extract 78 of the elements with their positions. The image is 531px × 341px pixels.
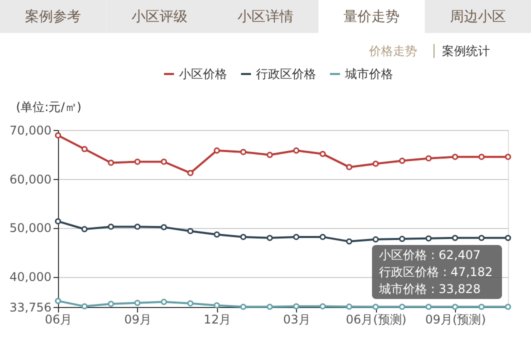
y-axis-title: (单位:元/㎡)	[16, 100, 82, 114]
point	[54, 298, 62, 304]
y-tick-label: 33,756	[10, 300, 52, 314]
point	[425, 155, 432, 162]
point	[320, 303, 326, 310]
point	[160, 224, 167, 230]
point	[425, 235, 432, 242]
text: 小区详情	[238, 9, 294, 25]
text: 周边小区	[450, 9, 506, 25]
point	[320, 150, 326, 158]
point	[54, 218, 62, 224]
point	[293, 303, 300, 310]
annotation: 小区价格 : 62,407	[379, 248, 481, 262]
point	[266, 304, 273, 310]
point	[293, 234, 300, 240]
point	[504, 304, 512, 310]
annotation: 行政区价格 : 47,182	[379, 265, 493, 279]
point	[346, 304, 352, 310]
y-tick-label: 60,000	[10, 172, 52, 186]
text: 案例统计	[442, 44, 490, 58]
point	[214, 231, 220, 238]
point	[478, 304, 485, 310]
point	[187, 300, 194, 306]
point	[108, 160, 114, 166]
legend-label: 小区价格	[179, 67, 227, 81]
x-tick-label: 06月(预测)	[346, 312, 406, 326]
point	[399, 304, 406, 310]
point	[134, 300, 141, 306]
point	[214, 147, 220, 154]
point	[452, 304, 458, 310]
y-tick-label: 40,000	[10, 270, 52, 284]
point	[399, 158, 406, 164]
point	[108, 224, 114, 230]
point	[187, 170, 194, 176]
point	[160, 158, 167, 165]
y-tick-label: 70,000	[10, 124, 52, 138]
point	[81, 303, 88, 310]
point	[399, 236, 406, 242]
text: 案例参考	[25, 8, 82, 25]
legend-label: 城市价格	[344, 67, 393, 81]
point	[504, 154, 512, 160]
annotation: 城市价格 : 33,828	[378, 282, 481, 296]
point	[346, 238, 352, 245]
point	[81, 146, 88, 152]
point	[240, 304, 246, 310]
x-tick-label: 12月	[204, 312, 231, 326]
point	[240, 234, 246, 240]
point	[187, 228, 194, 234]
point	[134, 158, 141, 165]
point	[346, 164, 352, 170]
text: 小区评级	[131, 9, 188, 25]
point	[372, 304, 379, 310]
point	[452, 234, 458, 242]
point	[293, 147, 300, 154]
point	[478, 234, 485, 242]
x-tick-label: 09月(预测)	[425, 312, 486, 326]
point	[320, 234, 326, 240]
legend-label: 行政区价格	[256, 67, 316, 81]
point	[452, 154, 458, 160]
point	[372, 160, 379, 167]
point	[504, 234, 512, 242]
y-tick-label: 50,000	[10, 221, 52, 236]
x-tick-label: 09月	[124, 312, 152, 326]
point	[266, 152, 273, 158]
point	[478, 154, 485, 160]
text: 量价走势	[344, 9, 400, 25]
text: 价格走势	[368, 44, 417, 58]
point	[266, 234, 273, 242]
point	[134, 224, 141, 230]
point	[372, 236, 379, 242]
x-tick-label: 03月	[283, 312, 310, 326]
point	[214, 302, 220, 308]
point	[240, 148, 246, 156]
point	[425, 304, 432, 310]
point	[81, 226, 88, 232]
x-tick-label: 06月	[44, 312, 72, 326]
point	[108, 300, 114, 307]
point	[160, 298, 167, 305]
